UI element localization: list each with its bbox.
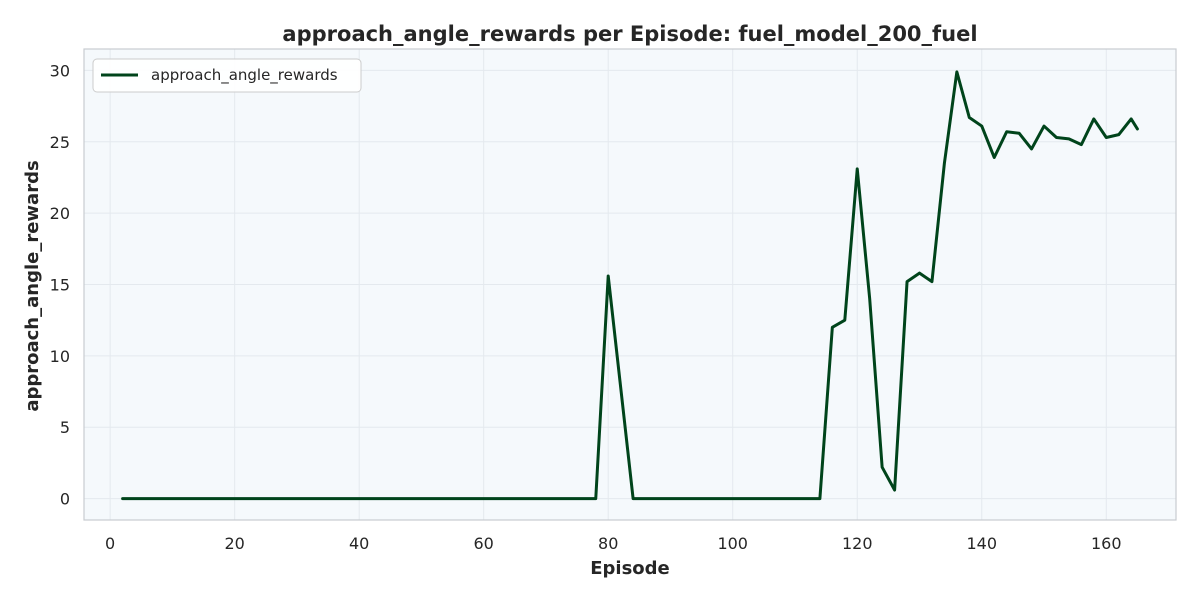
x-axis-ticks: 0 20 40 60 80 100 120 140 160 <box>105 534 1121 553</box>
x-tick-label: 160 <box>1091 534 1122 553</box>
series-layer <box>121 70 1139 501</box>
x-tick-label: 40 <box>349 534 369 553</box>
y-axis-label: approach_angle_rewards <box>22 160 43 411</box>
plot-frame <box>83 48 1177 521</box>
x-tick-label: 20 <box>224 534 244 553</box>
y-tick-label: 25 <box>50 133 70 152</box>
legend: approach_angle_rewards <box>92 58 362 93</box>
x-tick-label: 140 <box>966 534 997 553</box>
grid <box>84 49 1176 520</box>
y-tick-label: 15 <box>50 276 70 295</box>
y-tick-label: 0 <box>60 490 70 509</box>
x-tick-label: 0 <box>105 534 115 553</box>
legend-label: approach_angle_rewards <box>151 66 338 85</box>
x-tick-label: 60 <box>474 534 494 553</box>
y-tick-label: 30 <box>50 61 70 80</box>
series-line <box>121 70 1139 501</box>
y-axis-ticks: 0 5 10 15 20 25 30 <box>50 61 70 508</box>
y-tick-label: 5 <box>60 418 70 437</box>
y-tick-label: 20 <box>50 204 70 223</box>
x-tick-label: 80 <box>598 534 618 553</box>
y-tick-label: 10 <box>50 347 70 366</box>
legend-box <box>92 58 362 93</box>
chart-title: approach_angle_rewards per Episode: fuel… <box>282 22 977 46</box>
x-tick-label: 120 <box>842 534 873 553</box>
x-tick-label: 100 <box>717 534 748 553</box>
x-axis-label: Episode <box>590 558 670 579</box>
